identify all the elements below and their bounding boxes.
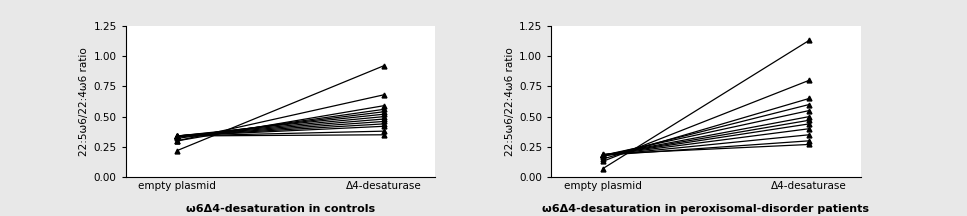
Y-axis label: 22:5ω6/22:4ω6 ratio: 22:5ω6/22:4ω6 ratio bbox=[79, 47, 89, 156]
Text: ω6Δ4-desaturation in controls: ω6Δ4-desaturation in controls bbox=[186, 204, 375, 214]
Text: ω6Δ4-desaturation in peroxisomal-disorder patients: ω6Δ4-desaturation in peroxisomal-disorde… bbox=[542, 204, 869, 214]
Y-axis label: 22:5ω6/22:4ω6 ratio: 22:5ω6/22:4ω6 ratio bbox=[505, 47, 514, 156]
